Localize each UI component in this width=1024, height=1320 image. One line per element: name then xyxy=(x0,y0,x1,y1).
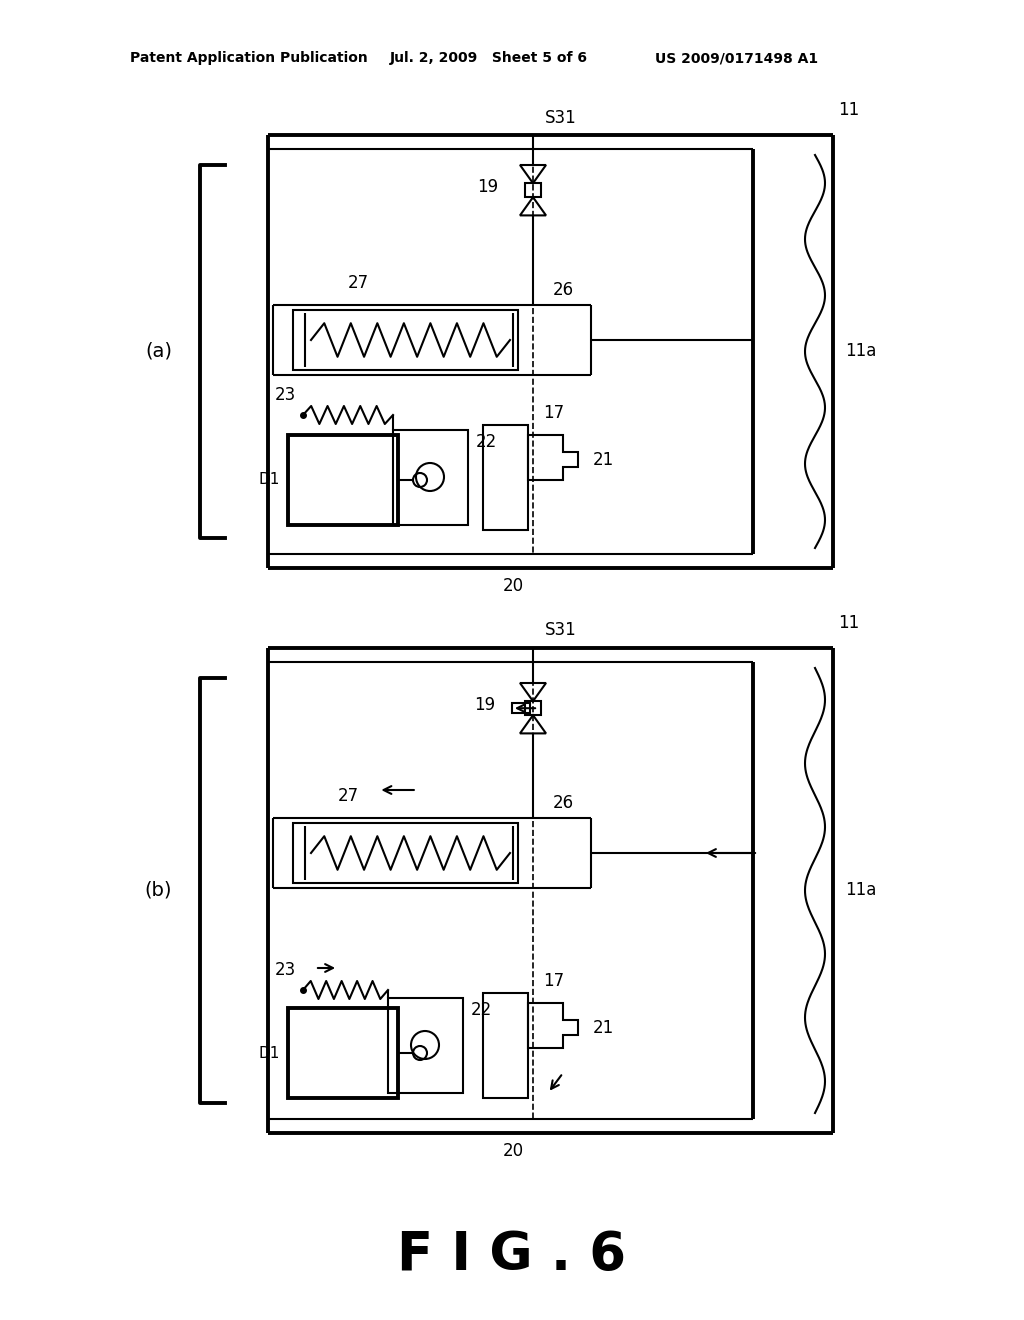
Text: 11a: 11a xyxy=(845,342,877,360)
Text: 11: 11 xyxy=(838,102,859,119)
Bar xyxy=(512,704,530,713)
Text: Jul. 2, 2009   Sheet 5 of 6: Jul. 2, 2009 Sheet 5 of 6 xyxy=(390,51,588,65)
Bar xyxy=(483,425,528,531)
Text: 21: 21 xyxy=(593,1019,614,1038)
Text: D1: D1 xyxy=(259,1045,280,1060)
Text: Patent Application Publication: Patent Application Publication xyxy=(130,51,368,65)
Text: 23: 23 xyxy=(274,385,296,404)
Text: 26: 26 xyxy=(552,281,573,300)
Text: (a): (a) xyxy=(145,342,172,360)
Bar xyxy=(288,1008,398,1098)
Text: S31: S31 xyxy=(545,620,577,639)
Text: 23: 23 xyxy=(274,961,296,979)
Text: 27: 27 xyxy=(347,275,369,292)
Text: F I G . 6: F I G . 6 xyxy=(397,1229,627,1280)
Bar xyxy=(393,430,468,525)
Text: 17: 17 xyxy=(543,972,564,990)
Bar xyxy=(293,310,518,370)
Text: 21: 21 xyxy=(593,451,614,469)
Text: S31: S31 xyxy=(545,110,577,127)
Text: 22: 22 xyxy=(471,1001,493,1019)
Text: US 2009/0171498 A1: US 2009/0171498 A1 xyxy=(655,51,818,65)
Text: 11: 11 xyxy=(838,614,859,632)
Text: 11a: 11a xyxy=(845,880,877,899)
Bar xyxy=(388,998,463,1093)
Text: 27: 27 xyxy=(338,787,358,805)
Text: 22: 22 xyxy=(476,433,498,451)
Bar xyxy=(293,822,518,883)
Bar xyxy=(483,993,528,1098)
Bar xyxy=(525,183,541,197)
Bar xyxy=(288,436,398,525)
Text: (b): (b) xyxy=(144,880,172,899)
Text: 19: 19 xyxy=(474,696,496,714)
Text: 26: 26 xyxy=(552,795,573,812)
Text: 19: 19 xyxy=(477,178,499,195)
Text: 17: 17 xyxy=(543,404,564,422)
Text: 20: 20 xyxy=(503,1142,523,1160)
Bar xyxy=(525,701,541,715)
Text: D1: D1 xyxy=(259,473,280,487)
Text: 20: 20 xyxy=(503,577,523,595)
